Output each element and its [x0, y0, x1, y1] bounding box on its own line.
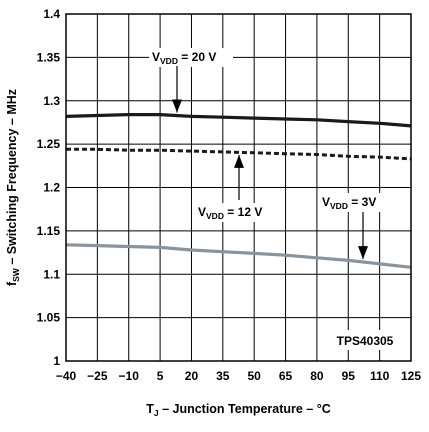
- x-tick-label: −40: [56, 369, 77, 383]
- series-line-vdd-20v: [65, 112, 412, 128]
- annotation-background-vdd-3v: [319, 193, 391, 212]
- y-tick-labels: 1 1.05 1.1 1.15 1.2 1.25 1.3 1.35 1.4: [37, 7, 61, 368]
- annotation-background-vdd-12v: [195, 203, 279, 222]
- x-tick-label: 80: [310, 369, 324, 383]
- annotation-arrowhead-vdd-3v: [358, 246, 368, 260]
- plot-frame: [65, 13, 412, 362]
- annotation-background-vdd-20v: [149, 48, 233, 67]
- annotation-label-vdd-12v: VVDD = 12 V: [198, 205, 262, 221]
- x-tick-label: 5: [157, 369, 164, 383]
- x-tick-label: 95: [342, 369, 356, 383]
- annotation-label-main: V: [198, 205, 206, 219]
- part-label: TPS40305: [337, 334, 394, 348]
- annotation-label-main: V: [322, 195, 330, 209]
- annotation-label-subscript: VDD: [160, 56, 178, 66]
- y-tick-label: 1.4: [43, 7, 60, 21]
- annotation-label-rest: = 20 V: [178, 50, 216, 64]
- x-axis-title-subscript: J: [154, 408, 159, 418]
- y-axis-title: fSW – Switching Frequency – MHz: [5, 89, 21, 286]
- part-label-box: TPS40305: [325, 330, 405, 350]
- x-tick-label: 110: [370, 369, 390, 383]
- part-label-background: [325, 330, 405, 350]
- annotation-label-rest: = 12 V: [224, 205, 262, 219]
- x-tick-label: 50: [248, 369, 262, 383]
- y-tick-label: 1.1: [43, 267, 60, 281]
- x-tick-label: 20: [185, 369, 199, 383]
- x-tick-label: 65: [279, 369, 293, 383]
- y-tick-label: 1.05: [37, 311, 61, 325]
- y-axis-title-rest: – Switching Frequency – MHz: [5, 89, 19, 268]
- annotation-label-subscript: VDD: [330, 201, 348, 211]
- x-tick-label: −10: [119, 369, 140, 383]
- x-tick-label: 125: [401, 369, 421, 383]
- x-axis-title-main: T: [146, 402, 154, 416]
- x-tick-labels: −40 −25 −10 5 20 35 50 65 80 95 110 125: [56, 369, 422, 383]
- y-tick-label: 1: [53, 354, 60, 368]
- annotation-arrowhead-vdd-20v: [172, 99, 182, 113]
- series-line-vdd-12v: [66, 147, 412, 161]
- y-axis-title-subscript: SW: [11, 267, 21, 282]
- annotation-label-vdd-3v: VVDD = 3V: [322, 195, 376, 211]
- x-axis-title: TJ – Junction Temperature – °C: [146, 402, 331, 418]
- x-tick-label: −25: [87, 369, 108, 383]
- annotation-arrowhead-vdd-12v: [234, 154, 244, 168]
- series-line-vdd-3v: [65, 243, 412, 269]
- annotation-label-main: V: [152, 50, 160, 64]
- y-tick-label: 1.35: [37, 50, 61, 64]
- annotation-label-rest: = 3V: [348, 195, 376, 209]
- annotation-label-vdd-20v: VVDD = 20 V: [152, 50, 216, 66]
- y-tick-label: 1.15: [37, 224, 61, 238]
- y-tick-label: 1.25: [37, 137, 61, 151]
- x-tick-label: 35: [216, 369, 230, 383]
- annotation-label-subscript: VDD: [206, 211, 224, 221]
- y-axis-title-main: f: [5, 281, 19, 286]
- x-axis-title-rest: – Junction Temperature – °C: [159, 402, 331, 416]
- series-layer: [65, 112, 412, 269]
- y-tick-label: 1.3: [43, 94, 60, 108]
- y-tick-label: 1.2: [43, 181, 60, 195]
